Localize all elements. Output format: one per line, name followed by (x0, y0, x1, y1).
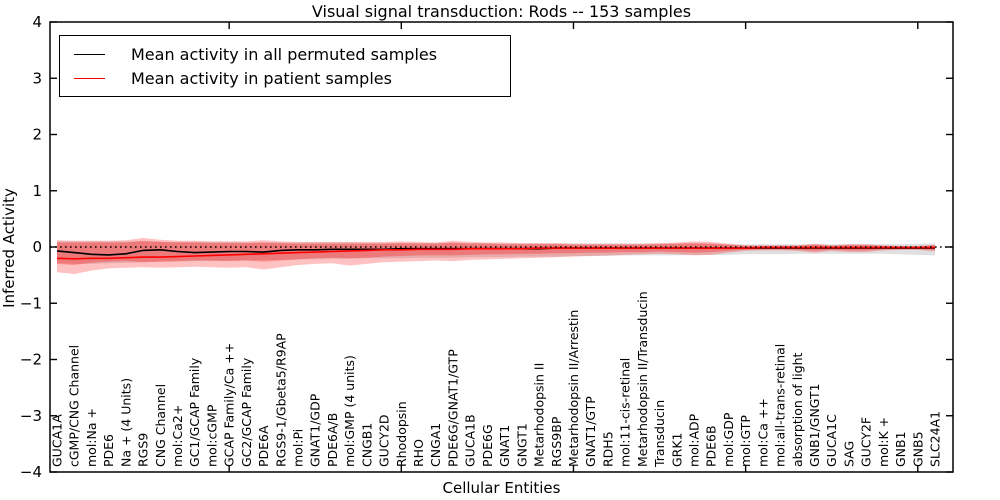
legend: Mean activity in all permuted samples Me… (59, 35, 511, 97)
category-label: RGS9BP (549, 416, 564, 467)
category-label: PDE6B (704, 425, 719, 467)
category-label: PDE6A/B (325, 413, 340, 467)
category-label: mol:Ca ++ (755, 398, 770, 467)
category-label: mol:Na + (84, 408, 99, 467)
y-tick-label: 3 (32, 69, 42, 87)
category-label: RDH5 (600, 431, 615, 467)
legend-line-patient-icon (74, 77, 105, 79)
category-label: mol:ADP (686, 413, 701, 467)
category-label: GNAT1 (497, 425, 512, 467)
y-axis-label: Inferred Activity (0, 188, 18, 308)
category-label: mol:GTP (738, 415, 753, 467)
category-label: GNAT1/GTP (583, 396, 598, 467)
category-label: mol:K + (876, 417, 891, 467)
category-label: RHO (411, 439, 426, 467)
category-label: GC2/GCAP Family (239, 357, 254, 467)
category-label: PDE6A (256, 425, 271, 467)
legend-item-permuted: Mean activity in all permuted samples (74, 45, 510, 64)
category-label: GNB5 (910, 431, 925, 467)
category-label: mol:all-trans-retinal (773, 344, 788, 467)
category-label: CNG Channel (153, 384, 168, 467)
category-label: Metarhodopsin II (532, 363, 547, 467)
category-label: RGS9 (136, 433, 151, 467)
y-tick-label: 4 (32, 13, 42, 31)
category-label: CNGA1 (428, 423, 443, 467)
category-label: Na + (4 Units) (118, 378, 133, 467)
category-label: Rhodopsin (394, 401, 409, 467)
category-label: GNAT1/GDP (308, 393, 323, 467)
x-axis-label: Cellular Entities (442, 479, 561, 497)
category-label: Metarhodopsin II/Arrestin (566, 310, 581, 467)
category-label: GUCY2D (377, 414, 392, 467)
category-label: CNGB1 (359, 423, 374, 467)
category-label: GNB1/GNGT1 (807, 383, 822, 467)
y-tick-label: 0 (32, 238, 42, 256)
legend-item-patient: Mean activity in patient samples (74, 69, 510, 88)
category-label: GNGT1 (514, 423, 529, 467)
y-tick-label: −1 (20, 294, 42, 312)
category-label: mol:GDP (721, 412, 736, 467)
category-label: PDE6 (101, 434, 116, 467)
category-label: Transducin (652, 400, 667, 468)
patient-mean-line (56, 246, 935, 260)
y-tick-label: 2 (32, 126, 42, 144)
category-label: RGS9-1/Gbeta5/R9AP (273, 333, 288, 467)
legend-label-permuted: Mean activity in all permuted samples (131, 44, 438, 64)
category-label: GC1/GCAP Family (187, 357, 202, 467)
category-label: PDE6G (480, 424, 495, 467)
category-label: SAG (841, 441, 856, 467)
category-label: GUCA1C (824, 414, 839, 467)
category-label: GCAP Family/Ca ++ (222, 343, 237, 467)
category-label: PDE6G/GNAT1/GTP (445, 349, 460, 467)
chart-title: Visual signal transduction: Rods -- 153 … (311, 2, 692, 21)
y-tick-label: −4 (20, 463, 42, 481)
legend-line-permuted-icon (74, 53, 105, 55)
category-label: GUCA1B (463, 414, 478, 467)
category-label: GRK1 (669, 432, 684, 467)
category-label: mol:Ca2+ (170, 405, 185, 467)
category-label: GUCY2F (859, 417, 874, 467)
y-tick-label: −3 (20, 407, 42, 425)
category-label: cGMP/CNG Channel (67, 345, 82, 467)
category-label: Metarhodopsin II/Transducin (635, 291, 650, 467)
category-label: mol:Pi (291, 429, 306, 467)
category-label: SLC24A1 (928, 411, 943, 467)
y-tick-label: 1 (32, 182, 42, 200)
legend-label-patient: Mean activity in patient samples (131, 68, 392, 88)
y-tick-label: −2 (20, 351, 42, 369)
category-label: GNB1 (893, 431, 908, 467)
category-label: absorption of light (790, 352, 805, 467)
category-label: mol:11-cis-retinal (618, 358, 633, 467)
category-label: mol:GMP (4 units) (342, 355, 357, 467)
category-label: mol:cGMP (204, 404, 219, 467)
category-label: GUCA1A (50, 414, 65, 467)
